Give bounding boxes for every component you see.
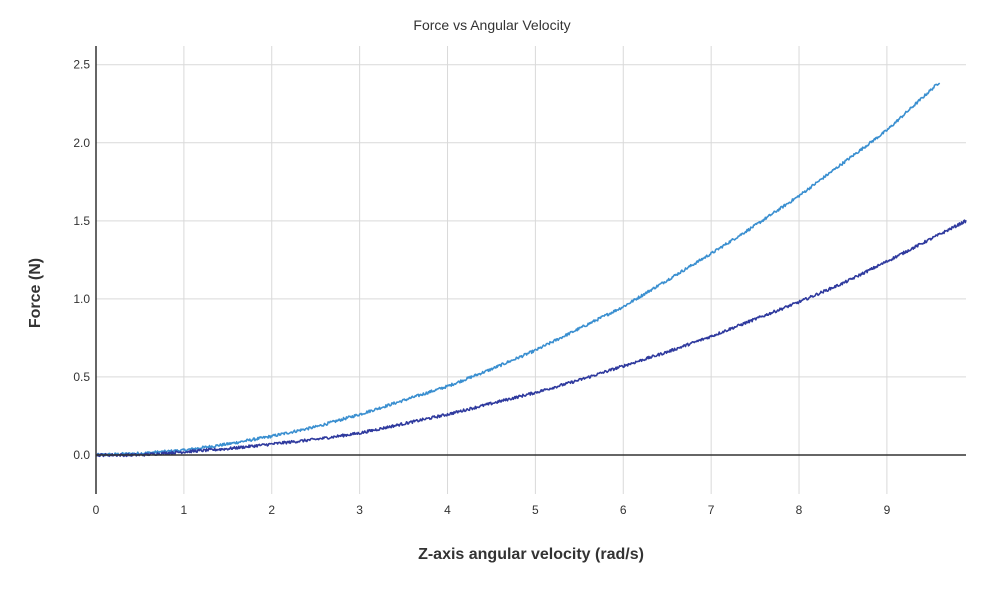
x-tick-label: 2 xyxy=(268,503,275,517)
x-axis-label: Z-axis angular velocity (rad/s) xyxy=(418,546,644,563)
series-line-1 xyxy=(95,82,941,457)
x-tick-label: 0 xyxy=(93,503,100,517)
x-tick-label: 1 xyxy=(181,503,188,517)
series-line-2 xyxy=(95,219,967,458)
x-tick-label: 6 xyxy=(620,503,627,517)
axes xyxy=(95,46,966,494)
y-axis-label: Force (N) xyxy=(27,258,44,328)
y-tick-label: 0.0 xyxy=(73,448,90,462)
y-tick-label: 1.0 xyxy=(73,292,90,306)
series-layer xyxy=(95,82,967,458)
tick-labels: 0 1 2 3 4 5 6 7 8 9 0.0 0.5 1.0 1.5 2.0 2.5 xyxy=(73,58,890,517)
x-tick-label: 7 xyxy=(708,503,715,517)
x-tick-label: 3 xyxy=(356,503,363,517)
chart-title: Force vs Angular Velocity xyxy=(413,17,570,33)
x-tick-label: 8 xyxy=(796,503,803,517)
y-tick-label: 2.0 xyxy=(73,136,90,150)
y-tick-label: 2.5 xyxy=(73,58,90,72)
grid xyxy=(96,46,966,494)
y-tick-label: 1.5 xyxy=(73,214,90,228)
x-tick-label: 4 xyxy=(444,503,451,517)
y-tick-label: 0.5 xyxy=(73,370,90,384)
x-tick-label: 5 xyxy=(532,503,539,517)
x-tick-label: 9 xyxy=(884,503,891,517)
